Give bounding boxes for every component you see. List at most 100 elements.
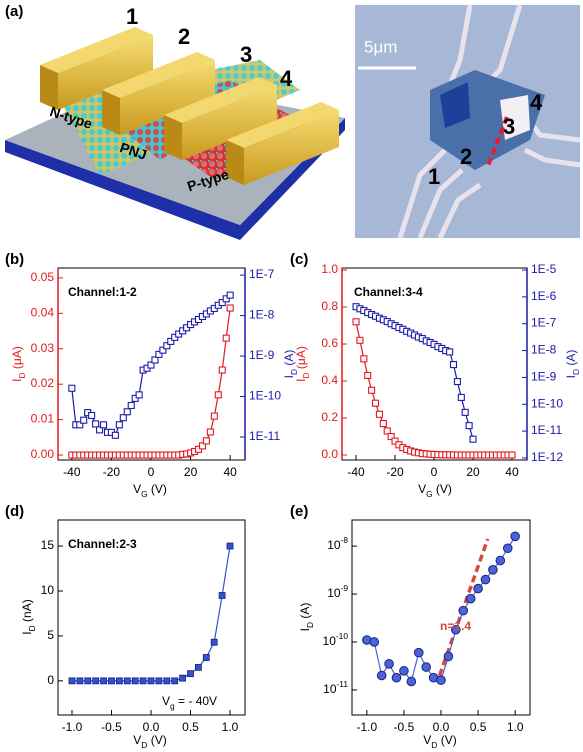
label-part: I bbox=[20, 631, 34, 634]
label-part: (V) bbox=[147, 733, 166, 747]
x-tick-label: 0 bbox=[148, 465, 155, 479]
y2-tick-label: 1E-9 bbox=[531, 370, 557, 384]
marker bbox=[488, 565, 498, 575]
label-part: (V) bbox=[148, 482, 167, 496]
y2-tick-label: 1E-7 bbox=[249, 267, 275, 281]
marker bbox=[465, 593, 476, 604]
marker bbox=[88, 411, 96, 420]
marker bbox=[443, 651, 454, 662]
x-tick-label: 1.0 bbox=[222, 720, 239, 734]
marker bbox=[167, 337, 175, 345]
label-part: D bbox=[571, 369, 581, 375]
marker bbox=[80, 416, 88, 424]
label-part: 0.01 bbox=[31, 412, 55, 426]
label-part: 1.0 bbox=[321, 262, 338, 276]
electrode-side bbox=[40, 65, 58, 110]
marker bbox=[391, 672, 402, 683]
y-tick-label: 10-8 bbox=[327, 535, 348, 552]
y-tick-label: 0.6 bbox=[321, 336, 338, 350]
marker bbox=[206, 428, 214, 436]
label-part: V bbox=[418, 482, 426, 496]
x-tick-label: -40 bbox=[63, 465, 81, 479]
electrodes bbox=[40, 27, 339, 185]
y-tick-label: 0.8 bbox=[321, 299, 338, 313]
label-part: V bbox=[133, 733, 141, 747]
marker bbox=[473, 583, 483, 594]
marker bbox=[92, 677, 100, 685]
annotation: Vg = - 40V bbox=[162, 694, 217, 711]
x-tick-label: 0.0 bbox=[433, 720, 450, 734]
y-axis-label: ID (nA) bbox=[20, 599, 37, 634]
y-tick-label: 0.05 bbox=[31, 270, 55, 284]
micrograph-label: 1 bbox=[428, 164, 440, 189]
y-tick-label: 15 bbox=[41, 538, 55, 552]
micrograph-label: 2 bbox=[460, 144, 472, 169]
label-part: G bbox=[426, 489, 433, 499]
label-part: G bbox=[141, 489, 148, 499]
y2-tick-label: 1E-8 bbox=[249, 308, 275, 322]
label-part: D bbox=[27, 625, 37, 631]
x-tick-label: 0.5 bbox=[470, 720, 487, 734]
scale-bar-label: 5μm bbox=[364, 37, 397, 56]
label-part: 10 bbox=[323, 634, 337, 648]
label-part: (A) bbox=[298, 603, 312, 622]
panel-label: (e) bbox=[290, 503, 308, 520]
electrode-front bbox=[58, 35, 153, 110]
y-tick-label: 10-11 bbox=[323, 679, 348, 696]
micrograph-label: 3 bbox=[503, 114, 515, 139]
marker bbox=[226, 291, 234, 299]
label-part: 1E-9 bbox=[531, 370, 557, 384]
y2-axis-label: ID (A) bbox=[564, 350, 581, 379]
y-tick-label: 10-9 bbox=[327, 583, 348, 600]
label-part: 1E-10 bbox=[531, 396, 563, 410]
electrode-side bbox=[226, 140, 244, 185]
label-part: I bbox=[298, 628, 312, 631]
label-part: 0.03 bbox=[31, 341, 55, 355]
marker bbox=[179, 674, 186, 682]
label-part: 10 bbox=[323, 682, 337, 696]
x-tick-label: 0.0 bbox=[143, 720, 160, 734]
electrode-front bbox=[120, 60, 215, 135]
plot-frame bbox=[57, 519, 246, 716]
label-part: 0.02 bbox=[31, 376, 55, 390]
electrode-label: 2 bbox=[178, 24, 190, 49]
label-part: 0.4 bbox=[321, 373, 338, 387]
label-part: 10 bbox=[327, 586, 341, 600]
cut-line bbox=[486, 116, 509, 167]
label-part: 0.0 bbox=[143, 720, 160, 734]
label-part: 1E-11 bbox=[531, 423, 562, 437]
marker bbox=[391, 437, 399, 445]
label-part: 0.8 bbox=[321, 299, 338, 313]
y-tick-label: 0.00 bbox=[31, 447, 55, 461]
marker bbox=[480, 574, 491, 585]
label-part: 1E-8 bbox=[249, 308, 275, 322]
label-exponent: -10 bbox=[336, 631, 348, 641]
marker bbox=[495, 555, 506, 566]
label-part: D bbox=[305, 622, 315, 628]
micrograph-traces bbox=[397, 4, 581, 240]
label-exponent: -8 bbox=[341, 535, 349, 545]
label-part: -1.0 bbox=[356, 720, 377, 734]
label-part: 0.05 bbox=[31, 270, 55, 284]
electrode-pad bbox=[500, 95, 530, 140]
y2-tick-label: 1E-10 bbox=[531, 396, 563, 410]
x-tick-label: 0 bbox=[431, 465, 438, 479]
label-part: -0.5 bbox=[101, 720, 122, 734]
marker bbox=[436, 675, 446, 685]
label-part: D bbox=[141, 740, 147, 750]
electrode-front bbox=[244, 110, 339, 185]
marker bbox=[399, 666, 409, 676]
y-axis-label: ID (μA) bbox=[294, 346, 311, 382]
marker bbox=[187, 670, 194, 678]
marker bbox=[368, 386, 376, 394]
y2-tick-label: 1E-12 bbox=[531, 450, 563, 464]
x-tick-label: 1.0 bbox=[507, 720, 524, 734]
y-tick-label: 1.0 bbox=[321, 262, 338, 276]
y-tick-label: 10 bbox=[41, 583, 55, 597]
label-part: 0.5 bbox=[470, 720, 487, 734]
electrode-top bbox=[40, 27, 153, 73]
x-tick-label: 0.5 bbox=[182, 720, 199, 734]
label-part: -0.5 bbox=[394, 720, 415, 734]
label-part: (V) bbox=[437, 733, 456, 747]
marker bbox=[376, 670, 387, 681]
